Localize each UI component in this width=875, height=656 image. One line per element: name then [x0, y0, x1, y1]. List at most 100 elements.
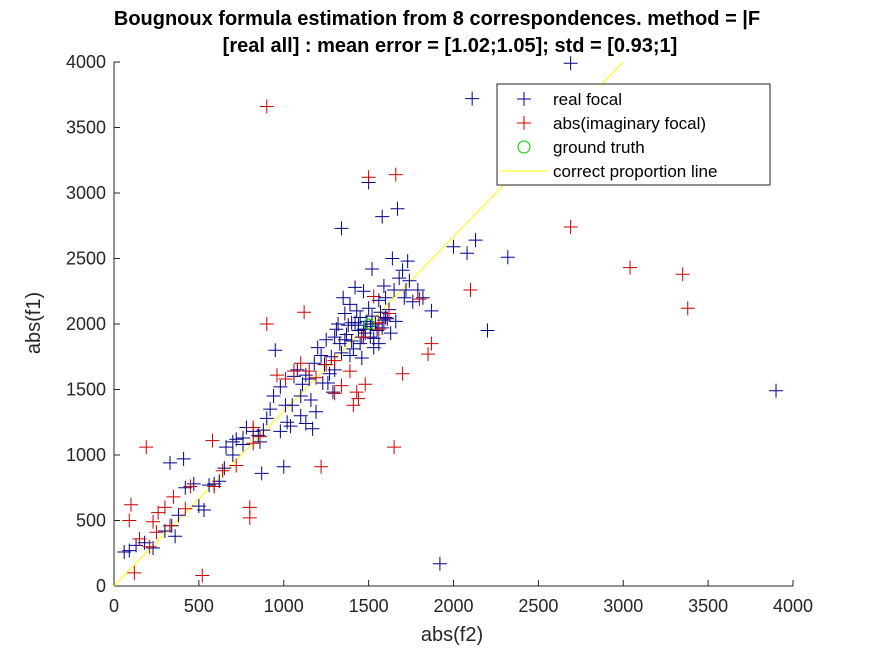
point-abs-imaginary-focal [293, 356, 308, 371]
point-abs-imaginary-focal [351, 391, 366, 406]
point-abs-imaginary-focal [563, 220, 578, 235]
point-abs-imaginary-focal [142, 539, 157, 554]
y-tick-label: 3000 [66, 183, 106, 203]
point-abs-imaginary-focal [132, 531, 147, 546]
chart-title-line1: Bougnoux formula estimation from 8 corre… [114, 8, 760, 30]
point-real-focal [307, 356, 322, 371]
point-real-focal [325, 385, 340, 400]
x-tick-label: 500 [184, 596, 214, 616]
point-real-focal [402, 273, 417, 288]
point-real-focal [122, 543, 137, 558]
y-tick-label: 2500 [66, 249, 106, 269]
point-real-focal [365, 317, 380, 331]
point-real-focal [410, 282, 425, 297]
point-real-focal [563, 56, 578, 71]
y-axis-label: abs(f1) [23, 292, 45, 354]
point-abs-imaginary-focal [127, 565, 142, 580]
point-abs-imaginary-focal [309, 370, 324, 385]
legend-label-imaginary-focal: abs(imaginary focal) [553, 114, 706, 133]
point-abs-imaginary-focal [183, 479, 198, 494]
point-abs-imaginary-focal [395, 366, 410, 381]
point-real-focal [236, 430, 251, 445]
point-real-focal [392, 271, 407, 286]
point-real-focal [266, 389, 281, 404]
point-real-focal [398, 282, 413, 297]
point-abs-imaginary-focal [349, 385, 364, 400]
point-real-focal [293, 408, 308, 423]
point-real-focal [385, 251, 400, 266]
y-tick-label: 4000 [66, 52, 106, 72]
point-real-focal [388, 314, 403, 329]
point-real-focal [324, 349, 339, 364]
point-real-focal [219, 440, 234, 455]
point-real-focal [380, 311, 395, 326]
point-real-focal [395, 263, 410, 278]
point-real-focal [217, 461, 232, 476]
point-abs-imaginary-focal [297, 305, 312, 320]
y-tick-label: 0 [96, 576, 106, 596]
point-abs-imaginary-focal [146, 514, 161, 529]
point-real-focal [276, 459, 291, 474]
point-real-focal [356, 284, 371, 299]
point-real-focal [309, 404, 324, 419]
point-real-focal [346, 341, 361, 356]
point-real-focal [337, 306, 352, 321]
point-real-focal [400, 254, 415, 269]
y-tick-label: 1500 [66, 380, 106, 400]
x-tick-label: 2500 [518, 596, 558, 616]
point-real-focal [378, 310, 393, 325]
y-tick-label: 1000 [66, 445, 106, 465]
point-real-focal [273, 424, 288, 439]
point-abs-imaginary-focal [122, 513, 137, 528]
point-real-focal [129, 538, 144, 553]
point-real-focal [342, 348, 357, 363]
point-real-focal [171, 508, 186, 523]
point-abs-imaginary-focal [157, 500, 172, 515]
legend-marker-ground-truth [517, 140, 531, 154]
point-real-focal [334, 221, 349, 236]
point-abs-imaginary-focal [463, 282, 478, 297]
point-abs-imaginary-focal [371, 322, 386, 337]
point-abs-imaginary-focal [229, 458, 244, 473]
x-tick-label: 1000 [264, 596, 304, 616]
point-real-focal [390, 201, 405, 216]
x-tick-label: 4000 [773, 596, 813, 616]
point-real-focal [387, 282, 402, 297]
x-tick-label: 3500 [688, 596, 728, 616]
point-abs-imaginary-focal [675, 267, 690, 282]
point-real-focal [303, 392, 318, 407]
point-real-focal [280, 415, 295, 430]
point-abs-imaginary-focal [269, 368, 284, 383]
point-real-focal [268, 343, 283, 358]
point-real-focal [290, 362, 305, 377]
point-abs-imaginary-focal [358, 377, 373, 392]
point-real-focal [397, 290, 412, 305]
point-real-focal [314, 348, 329, 363]
point-abs-imaginary-focal [252, 429, 267, 444]
point-real-focal [366, 340, 381, 355]
x-tick-label: 1500 [349, 596, 389, 616]
point-real-focal [336, 290, 351, 305]
y-tick-label: 500 [76, 511, 106, 531]
x-tick-label: 2000 [433, 596, 473, 616]
point-ground-truth [363, 318, 375, 330]
point-real-focal [283, 419, 298, 434]
point-real-focal [405, 294, 420, 309]
point-real-focal [348, 280, 363, 295]
point-abs-imaginary-focal [623, 260, 638, 275]
point-real-focal [251, 428, 266, 443]
point-real-focal [293, 389, 308, 404]
point-abs-imaginary-focal [327, 353, 342, 368]
point-real-focal [186, 476, 201, 491]
point-real-focal [376, 279, 391, 294]
point-real-focal [254, 466, 269, 481]
point-abs-imaginary-focal [361, 170, 376, 185]
point-real-focal [315, 375, 330, 390]
point-abs-imaginary-focal [342, 364, 357, 379]
point-abs-imaginary-focal [242, 510, 257, 525]
legend-marker-imaginary-focal [517, 116, 531, 130]
legend-marker-real-focal [517, 92, 531, 106]
point-abs-imaginary-focal [421, 347, 436, 362]
point-abs-imaginary-focal [178, 501, 193, 516]
